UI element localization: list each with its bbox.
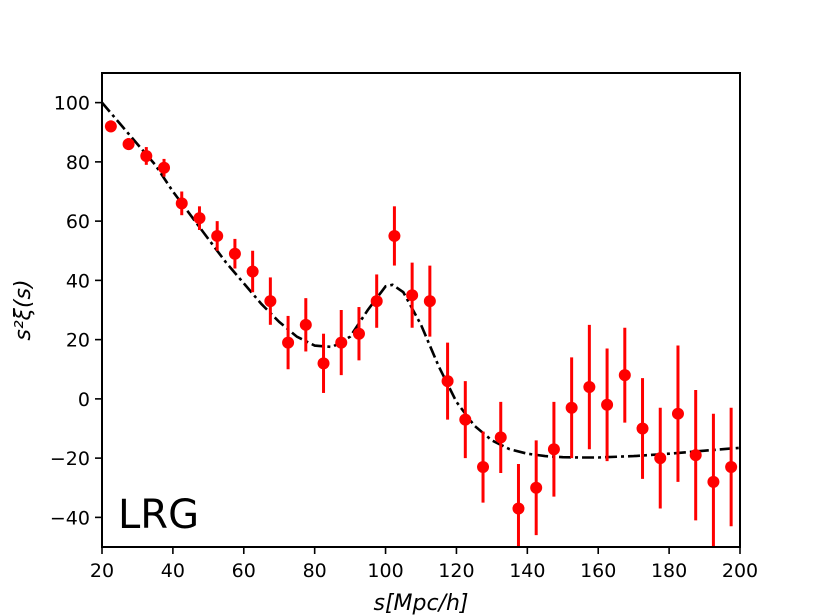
data-point	[618, 369, 631, 382]
y-tick-label: −20	[50, 448, 90, 470]
data-point	[441, 375, 454, 388]
data-point	[725, 461, 738, 474]
data-point	[246, 265, 259, 278]
x-tick-label: 20	[90, 560, 114, 582]
plot-frame	[101, 72, 741, 548]
data-point	[406, 289, 419, 302]
data-point	[689, 449, 702, 462]
data-point	[388, 229, 401, 242]
y-tick-label: 0	[78, 389, 90, 411]
data-point	[228, 247, 241, 260]
data-point	[636, 422, 649, 435]
data-point	[707, 475, 720, 488]
y-tick-label: 20	[66, 330, 90, 352]
data-point	[104, 120, 117, 133]
y-axis-label: s²ξ(s)	[11, 279, 36, 340]
x-tick-label: 120	[438, 560, 474, 582]
x-tick-label: 140	[509, 560, 545, 582]
y-axis: −40 −20 0 20 40 60 80 100	[50, 93, 102, 529]
x-tick-label: 160	[580, 560, 616, 582]
y-tick-label: 100	[54, 93, 90, 115]
x-tick-label: 100	[367, 560, 403, 582]
data-point	[583, 381, 596, 394]
data-point	[671, 407, 684, 420]
data-point	[299, 318, 312, 331]
data-point	[654, 452, 667, 465]
data-point	[547, 443, 560, 456]
data-point	[423, 295, 436, 308]
y-tick-label: 40	[66, 270, 90, 292]
data-point	[282, 336, 295, 349]
data-point	[335, 336, 348, 349]
y-tick-label: −40	[50, 507, 90, 529]
data-point	[565, 401, 578, 414]
data-point	[317, 357, 330, 370]
y-tick-label: 80	[66, 152, 90, 174]
x-tick-label: 200	[722, 560, 758, 582]
x-axis-label: s[Mpc/h]	[373, 591, 468, 616]
x-tick-label: 40	[161, 560, 185, 582]
data-point	[370, 295, 383, 308]
data-point	[459, 413, 472, 426]
data-point	[352, 327, 365, 340]
data-point	[494, 431, 507, 444]
y-tick-label: 60	[66, 211, 90, 233]
data-point	[264, 295, 277, 308]
data-point	[175, 197, 188, 210]
x-tick-label: 60	[232, 560, 256, 582]
data-point	[122, 138, 135, 151]
plot-area	[102, 101, 740, 547]
data-point	[477, 461, 490, 474]
x-tick-label: 80	[303, 560, 327, 582]
data-point	[193, 212, 206, 225]
x-axis: 20 40 60 80 100 120 140 160 180 200	[90, 547, 758, 582]
data-point	[512, 502, 525, 515]
data-point	[211, 229, 224, 242]
data-point	[140, 149, 153, 162]
chart-annotation: LRG	[118, 492, 199, 538]
data-point	[601, 398, 614, 411]
x-tick-label: 180	[651, 560, 687, 582]
data-point	[158, 161, 171, 174]
data-point	[530, 481, 543, 494]
model-curve	[102, 101, 740, 459]
